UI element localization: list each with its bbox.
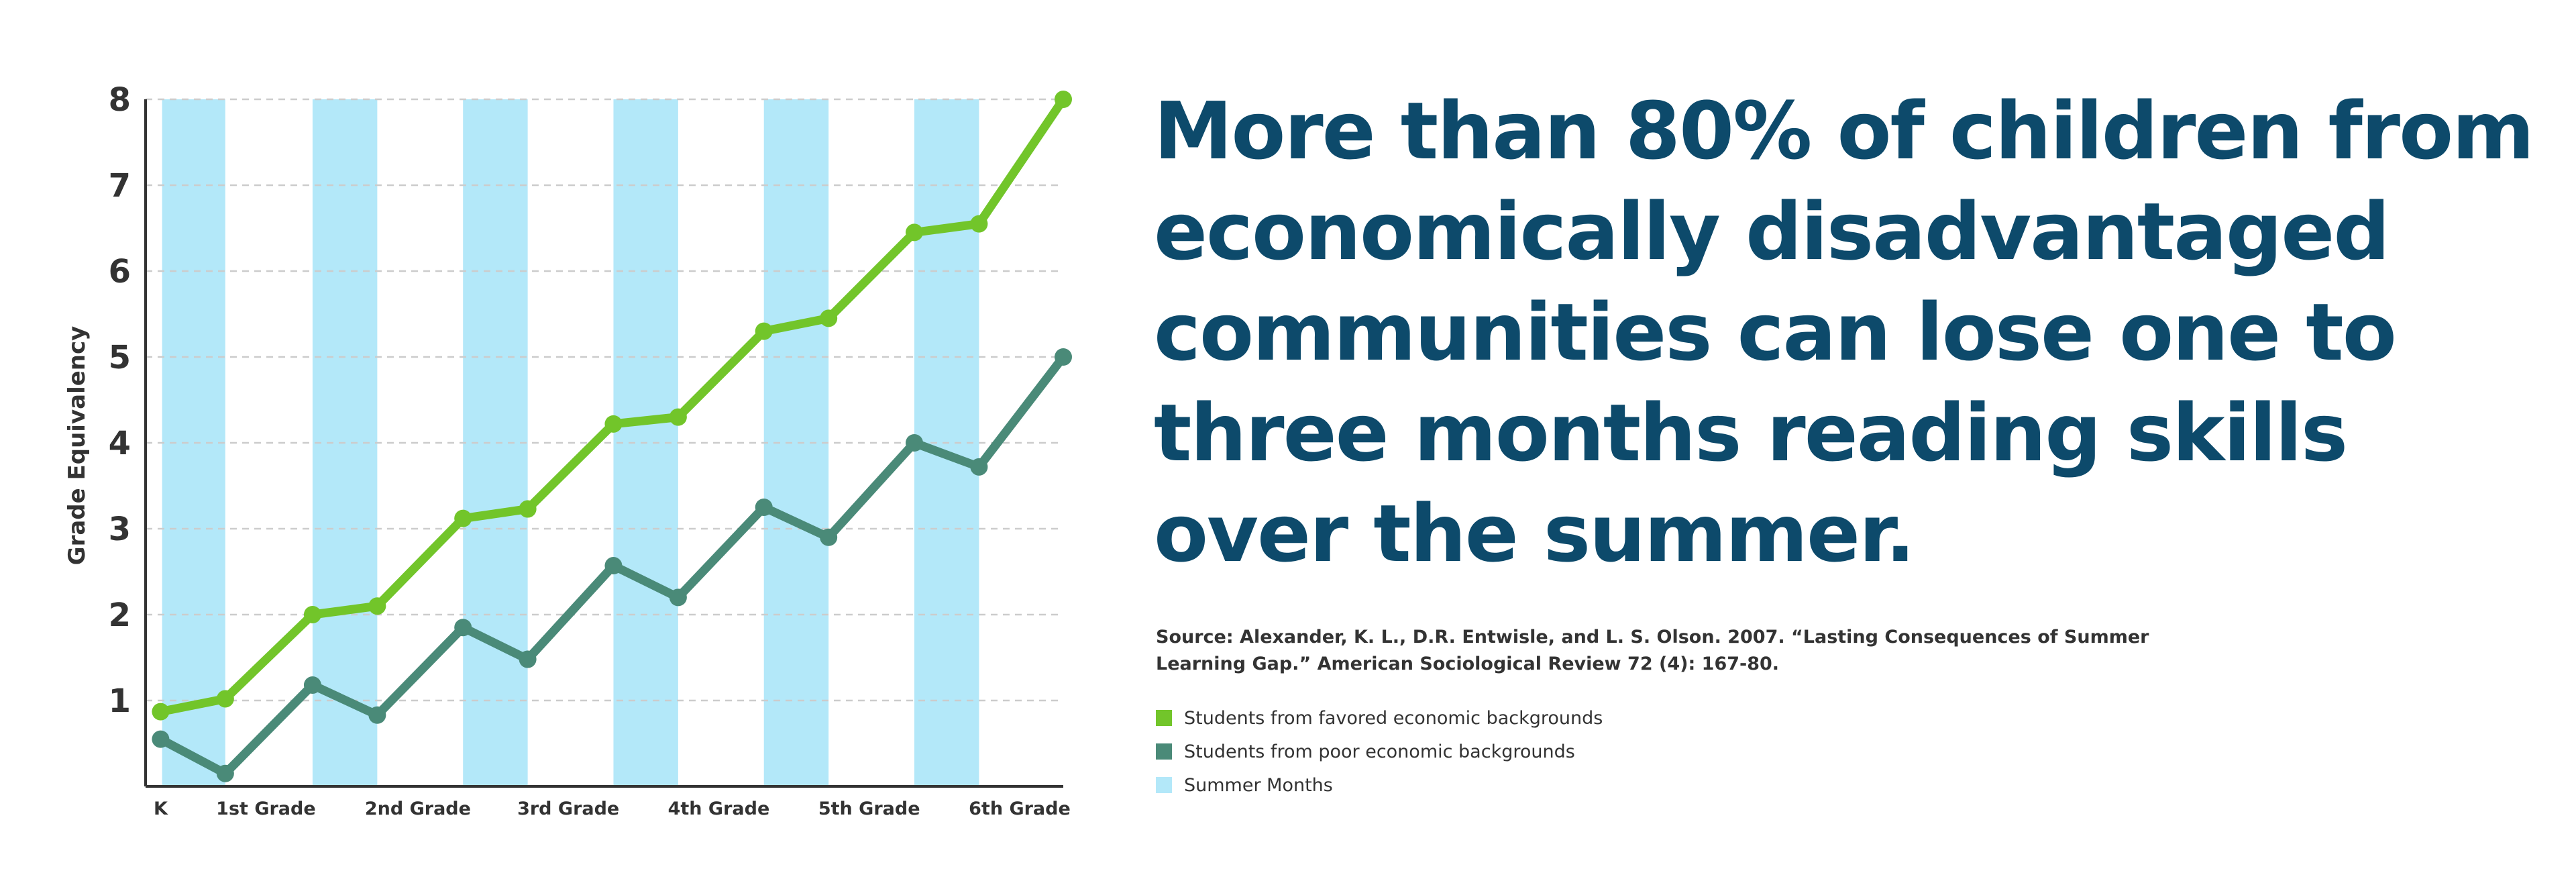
point xyxy=(454,619,472,637)
point xyxy=(820,309,838,327)
point xyxy=(970,458,988,476)
point xyxy=(216,690,234,708)
headline: More than 80% of children from economical… xyxy=(1154,81,2534,584)
legend: Students from favored economic backgroun… xyxy=(1156,701,1603,802)
point xyxy=(820,528,838,546)
legend-item: Students from favored economic backgroun… xyxy=(1156,701,1603,735)
point xyxy=(905,434,923,452)
point xyxy=(216,764,234,782)
point xyxy=(1055,348,1072,366)
x-tick-label: 6th Grade xyxy=(969,798,1071,819)
y-tick-label: 3 xyxy=(109,511,131,548)
point xyxy=(519,500,537,518)
headline-line: communities can lose one to xyxy=(1154,286,2397,378)
legend-item: Summer Months xyxy=(1156,768,1603,802)
point xyxy=(303,676,321,694)
point xyxy=(368,597,386,615)
headline-line: over the summer. xyxy=(1154,487,1915,580)
point xyxy=(454,509,472,527)
source-line: Source: Alexander, K. L., D.R. Entwisle,… xyxy=(1156,627,2149,647)
y-tick-label: 8 xyxy=(109,81,131,119)
point xyxy=(970,215,988,233)
headline-line: economically disadvantaged xyxy=(1154,185,2390,278)
y-tick-label: 2 xyxy=(109,597,131,634)
point xyxy=(152,703,170,721)
point xyxy=(303,606,321,623)
y-tick-label: 1 xyxy=(109,682,131,720)
legend-swatch xyxy=(1156,743,1172,760)
x-tick-label: K xyxy=(154,798,168,819)
point xyxy=(1055,91,1072,108)
source: Source: Alexander, K. L., D.R. Entwisle,… xyxy=(1156,624,2149,678)
x-tick-label: 4th Grade xyxy=(668,798,770,819)
y-tick-label: 6 xyxy=(109,253,131,291)
x-tick-label: 3rd Grade xyxy=(517,798,619,819)
point xyxy=(755,499,773,516)
point xyxy=(669,588,687,607)
point xyxy=(519,650,537,668)
point xyxy=(604,557,623,575)
x-tick-label: 5th Grade xyxy=(818,798,920,819)
point xyxy=(905,223,923,242)
legend-label: Students from favored economic backgroun… xyxy=(1184,707,1603,729)
point xyxy=(755,322,773,340)
point xyxy=(368,706,386,724)
legend-swatch xyxy=(1156,710,1172,726)
y-tick-label: 7 xyxy=(109,167,131,205)
legend-label: Students from poor economic backgrounds xyxy=(1184,741,1575,762)
legend-item: Students from poor economic backgrounds xyxy=(1156,735,1603,768)
y-axis-label: Grade Equivalency xyxy=(64,326,91,566)
point xyxy=(604,415,623,433)
source-line: Learning Gap.” American Sociological Rev… xyxy=(1156,654,1780,674)
x-tick-label: 2nd Grade xyxy=(365,798,471,819)
y-tick-label: 4 xyxy=(109,425,131,462)
y-tick-label: 5 xyxy=(109,339,131,376)
headline-line: three months reading skills xyxy=(1154,386,2348,479)
headline-line: More than 80% of children from xyxy=(1154,85,2534,177)
legend-swatch xyxy=(1156,777,1172,793)
point xyxy=(152,730,170,748)
legend-label: Summer Months xyxy=(1184,774,1333,796)
point xyxy=(669,408,687,426)
x-tick-label: 1st Grade xyxy=(216,798,316,819)
